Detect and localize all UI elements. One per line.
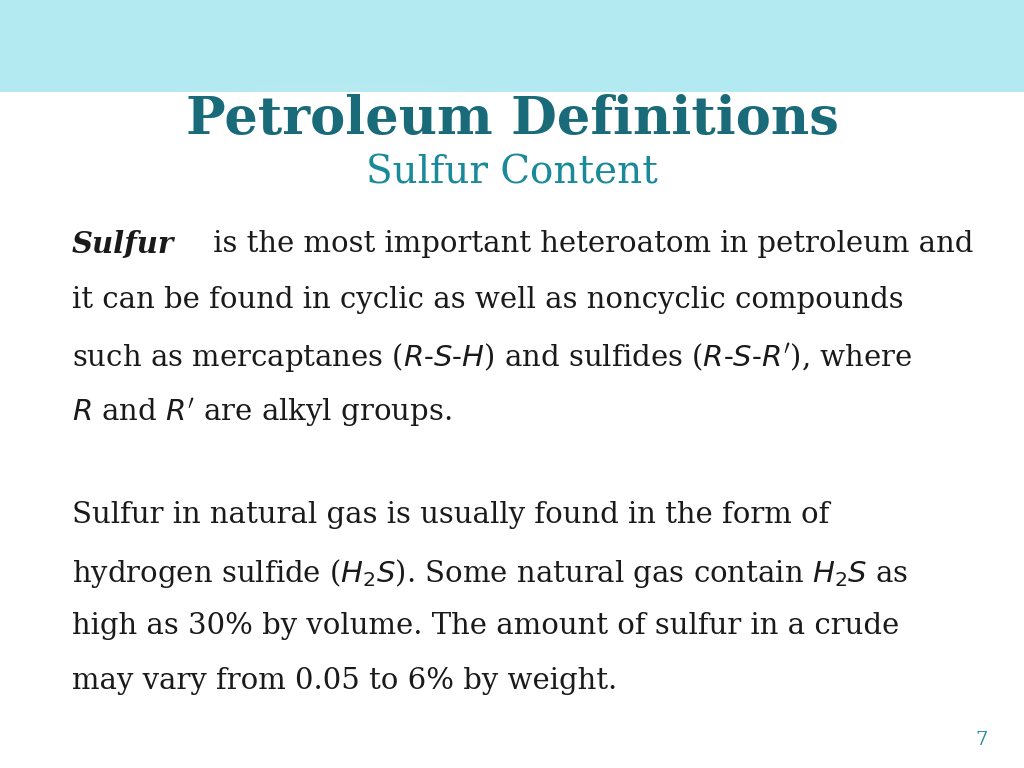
Text: such as mercaptanes ($R$-$S$-$H$) and sulfides ($R$-$S$-$R'$), where: such as mercaptanes ($R$-$S$-$H$) and su… — [72, 341, 912, 374]
Text: it can be found in cyclic as well as noncyclic compounds: it can be found in cyclic as well as non… — [72, 286, 903, 313]
Text: high as 30% by volume. The amount of sulfur in a crude: high as 30% by volume. The amount of sul… — [72, 612, 899, 640]
Text: may vary from 0.05 to 6% by weight.: may vary from 0.05 to 6% by weight. — [72, 667, 616, 695]
Text: 7: 7 — [976, 731, 988, 749]
Polygon shape — [0, 0, 1024, 193]
Text: Petroleum Definitions: Petroleum Definitions — [185, 94, 839, 144]
Text: $R$ and $R'$ are alkyl groups.: $R$ and $R'$ are alkyl groups. — [72, 396, 452, 429]
Text: Sulfur Content: Sulfur Content — [366, 154, 658, 191]
Polygon shape — [0, 0, 1024, 234]
Text: Sulfur in natural gas is usually found in the form of: Sulfur in natural gas is usually found i… — [72, 502, 829, 529]
Polygon shape — [0, 0, 1024, 221]
Polygon shape — [0, 0, 1024, 164]
Text: is the most important heteroatom in petroleum and: is the most important heteroatom in petr… — [204, 230, 973, 258]
Text: Sulfur: Sulfur — [72, 230, 174, 260]
Bar — [0, 92, 1024, 768]
Text: hydrogen sulfide ($H_2S$). Some natural gas contain $H_2S$ as: hydrogen sulfide ($H_2S$). Some natural … — [72, 557, 908, 590]
